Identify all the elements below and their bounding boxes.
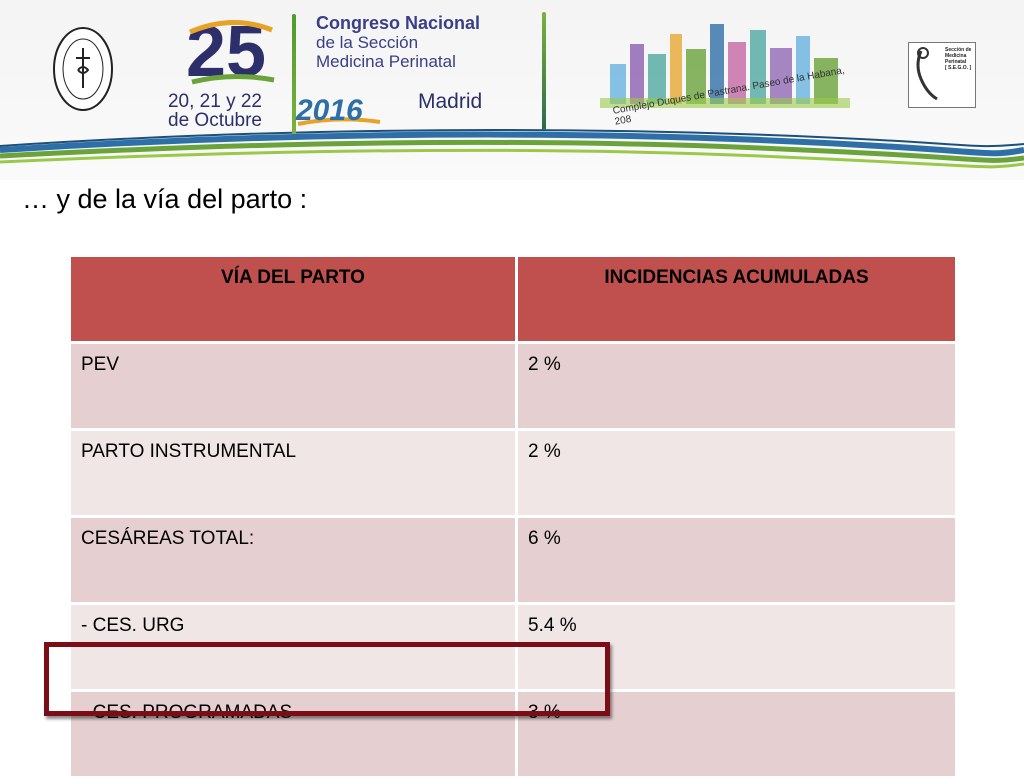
seal-right-line4: [ S.E.G.O. ] <box>945 65 972 71</box>
delivery-route-table: VÍA DEL PARTO INCIDENCIAS ACUMULADAS PEV… <box>68 254 958 779</box>
banner-swoosh-decoration <box>0 129 1024 169</box>
congress-dates: 20, 21 y 22 de Octubre <box>167 91 263 131</box>
cell-incidencia: 2 % <box>515 341 958 431</box>
svg-text:2016: 2016 <box>295 94 363 127</box>
seal-right-line3: Perinatal <box>945 59 967 65</box>
seal-right-line2: Medicina <box>945 53 967 59</box>
table-row: CESÁREAS TOTAL: 6 % <box>68 515 958 605</box>
seal-right-line1: Sección de <box>945 47 972 53</box>
cell-via: - CES. URG <box>68 602 518 692</box>
cell-incidencia: 2 % <box>515 428 958 518</box>
logo-25-icon: 25 <box>186 12 275 88</box>
highlight-box <box>44 642 610 716</box>
table-row: PEV 2 % <box>68 341 958 431</box>
cell-incidencia: 3 % <box>515 689 958 779</box>
cell-incidencia: 5.4 % <box>515 602 958 692</box>
congress-city: Madrid <box>418 90 483 113</box>
table-row: - CES. URG 5.4 % <box>68 602 958 692</box>
fetus-icon <box>916 47 938 101</box>
cell-via: PEV <box>68 341 518 431</box>
seal-right-text: Sección de Medicina Perinatal [ S.E.G.O.… <box>945 47 975 71</box>
column-header-via-parto: VÍA DEL PARTO <box>68 254 518 344</box>
congress-name-line2: de la Sección <box>316 33 419 52</box>
madrid-skyline-illustration <box>600 24 850 108</box>
banner-divider <box>292 14 296 134</box>
cell-via: CESÁREAS TOTAL: <box>68 515 518 605</box>
congress-name-line1: Congreso Nacional <box>316 13 481 33</box>
cell-via: - CES. PROGRAMADAS <box>68 689 518 779</box>
column-header-incidencias: INCIDENCIAS ACUMULADAS <box>515 254 958 344</box>
table-row: PARTO INSTRUMENTAL 2 % <box>68 428 958 518</box>
medicina-perinatal-seal: Sección de Medicina Perinatal [ S.E.G.O.… <box>908 42 976 108</box>
congress-name-line3: Medicina Perinatal <box>316 52 456 71</box>
cell-incidencia: 6 % <box>515 515 958 605</box>
table-header-row: VÍA DEL PARTO INCIDENCIAS ACUMULADAS <box>68 254 958 344</box>
congress-banner: 25 20, 21 y 22 de Octubre Congreso Nacio… <box>0 0 1024 180</box>
banner-divider <box>542 12 546 130</box>
slide-title: … y de la vía del parto : <box>22 184 308 214</box>
cell-via: PARTO INSTRUMENTAL <box>68 428 518 518</box>
year-2016-logo: 2016 <box>295 94 381 127</box>
table-row: - CES. PROGRAMADAS 3 % <box>68 689 958 779</box>
congress-name: Congreso Nacional de la Sección Medicina… <box>316 13 536 72</box>
sego-seal-icon <box>53 27 113 111</box>
